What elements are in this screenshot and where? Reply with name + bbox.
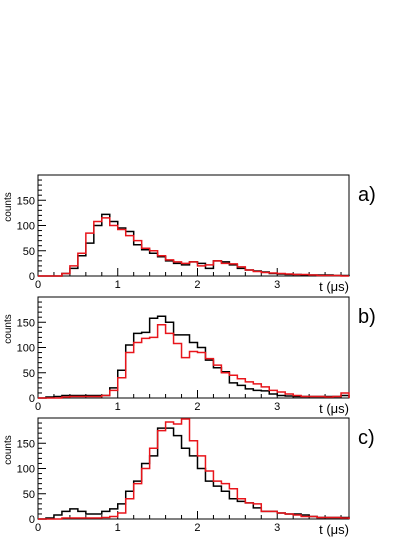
y-tick-label: 100 (17, 343, 35, 355)
histogram-series-1 (38, 427, 350, 520)
histogram-series-1 (38, 213, 350, 277)
x-tick-label: 3 (274, 279, 280, 291)
x-tick-label: 3 (274, 401, 280, 413)
y-axis-title: counts (3, 314, 14, 343)
plot-frame (37, 174, 350, 277)
panel-label: c) (358, 427, 375, 449)
y-tick-label: 50 (23, 246, 35, 258)
y-tick-label: 50 (23, 368, 35, 380)
panel-label: b) (358, 306, 376, 328)
x-tick-label: 2 (194, 401, 200, 413)
y-tick-label: 0 (29, 271, 35, 283)
x-tick-label: 1 (115, 279, 121, 291)
x-tick-label: 2 (194, 279, 200, 291)
panel-label: a) (358, 184, 376, 206)
x-tick-label: 0 (35, 522, 41, 534)
y-axis-title: counts (3, 192, 14, 221)
y-tick-label: 150 (17, 438, 35, 450)
y-tick-label: 100 (17, 464, 35, 476)
x-tick-label: 0 (35, 279, 41, 291)
y-tick-label: 0 (29, 393, 35, 405)
y-tick-label: 150 (17, 195, 35, 207)
x-axis-title: t (μs) (319, 522, 349, 537)
x-tick-label: 1 (115, 522, 121, 534)
plot-frame (37, 417, 350, 520)
y-tick-label: 150 (17, 317, 35, 329)
x-tick-label: 0 (35, 401, 41, 413)
histogram-series-2 (38, 418, 350, 520)
y-tick-label: 100 (17, 221, 35, 233)
x-tick-label: 1 (115, 401, 121, 413)
histogram-series-2 (38, 324, 350, 399)
y-tick-label: 0 (29, 514, 35, 526)
histogram-series-1 (38, 315, 350, 399)
y-tick-label: 50 (23, 489, 35, 501)
x-tick-label: 2 (194, 522, 200, 534)
plot-frame (37, 296, 350, 399)
x-tick-label: 3 (274, 522, 280, 534)
histogram-series-2 (38, 217, 349, 277)
x-axis-title: t (μs) (319, 279, 349, 294)
x-axis-title: t (μs) (319, 401, 349, 416)
y-axis-title: counts (3, 435, 14, 464)
